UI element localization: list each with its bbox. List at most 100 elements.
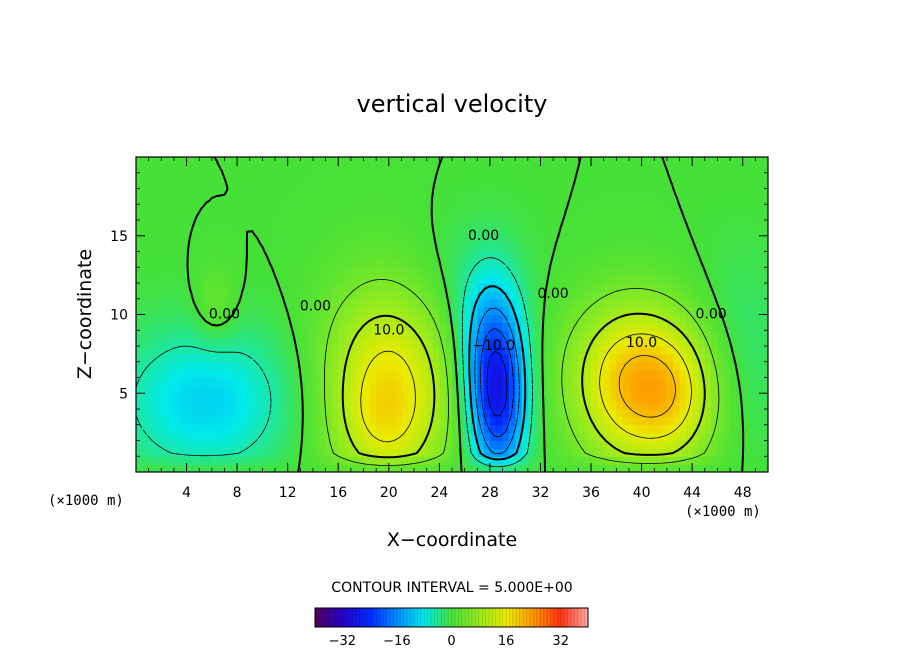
field-cell xyxy=(186,275,194,284)
field-cell xyxy=(312,204,320,213)
field-cell xyxy=(237,314,245,323)
field-cell xyxy=(439,409,447,418)
field-cell xyxy=(483,275,491,284)
field-cell xyxy=(357,322,365,331)
field-cell xyxy=(559,448,567,457)
field-cell xyxy=(723,377,731,386)
field-cell xyxy=(319,314,327,323)
field-cell xyxy=(230,346,238,355)
field-cell xyxy=(363,267,371,276)
field-cell xyxy=(591,464,598,472)
field-cell xyxy=(357,424,365,434)
field-cell xyxy=(496,464,504,472)
field-cell xyxy=(388,220,396,229)
field-cell xyxy=(268,424,276,434)
field-cell xyxy=(749,283,756,292)
field-cell xyxy=(761,361,768,371)
field-cell xyxy=(249,306,257,316)
field-cell xyxy=(395,157,403,166)
field-cell xyxy=(350,385,358,394)
field-cell xyxy=(622,220,630,229)
field-cell xyxy=(717,346,725,355)
field-cell xyxy=(230,267,238,276)
field-cell xyxy=(470,298,478,308)
field-cell xyxy=(433,188,440,197)
field-cell xyxy=(224,275,232,284)
field-cell xyxy=(534,283,542,292)
field-cell xyxy=(414,385,421,394)
field-cell xyxy=(306,157,314,166)
field-cell xyxy=(755,314,763,323)
field-cell xyxy=(357,259,365,268)
field-cell xyxy=(628,377,636,386)
field-cell xyxy=(641,220,649,229)
field-cell xyxy=(559,464,567,472)
field-cell xyxy=(489,361,497,371)
field-cell xyxy=(666,385,674,394)
field-cell xyxy=(685,432,693,442)
field-cell xyxy=(154,188,162,197)
field-cell xyxy=(180,298,188,308)
field-cell xyxy=(439,283,447,292)
field-cell xyxy=(420,164,428,174)
field-cell xyxy=(546,227,554,237)
field-cell xyxy=(470,353,478,363)
field-cell xyxy=(237,212,245,221)
field-cell xyxy=(363,314,371,323)
field-cell xyxy=(369,220,377,229)
field-cell xyxy=(344,306,352,316)
field-cell xyxy=(673,361,681,371)
field-cell xyxy=(426,369,434,379)
field-cell xyxy=(325,448,333,457)
field-cell xyxy=(319,251,327,260)
field-cell xyxy=(553,353,561,363)
field-cell xyxy=(673,338,681,347)
field-cell xyxy=(559,401,567,410)
field-cell xyxy=(180,188,188,197)
field-cell xyxy=(136,322,143,331)
field-cell xyxy=(256,361,263,371)
field-cell xyxy=(647,353,655,363)
field-cell xyxy=(515,346,523,355)
field-cell xyxy=(395,306,403,316)
field-cell xyxy=(584,377,592,386)
field-cell xyxy=(622,314,630,323)
field-cell xyxy=(218,204,226,213)
field-cell xyxy=(300,369,308,379)
field-cell xyxy=(730,346,737,355)
field-cell xyxy=(414,298,421,308)
field-cell xyxy=(565,306,573,316)
field-cell xyxy=(761,235,768,245)
field-cell xyxy=(597,298,605,308)
field-cell xyxy=(319,424,327,434)
field-cell xyxy=(388,385,396,394)
field-cell xyxy=(647,377,655,386)
field-cell xyxy=(673,235,681,245)
field-cell xyxy=(237,259,245,268)
field-cell xyxy=(363,416,371,426)
field-cell xyxy=(641,424,649,434)
field-cell xyxy=(749,353,756,363)
field-cell xyxy=(287,283,295,292)
field-cell xyxy=(736,251,744,260)
field-cell xyxy=(192,298,200,308)
field-cell xyxy=(666,157,674,166)
field-cell xyxy=(445,448,453,457)
field-cell xyxy=(647,204,655,213)
field-cell xyxy=(407,432,415,442)
field-cell xyxy=(452,416,459,426)
field-cell xyxy=(477,409,485,418)
field-cell xyxy=(641,353,649,363)
field-cell xyxy=(350,283,358,292)
field-cell xyxy=(312,377,320,386)
field-cell xyxy=(369,464,377,472)
field-cell xyxy=(243,440,251,449)
field-cell xyxy=(483,416,491,426)
field-cell xyxy=(496,456,504,465)
field-cell xyxy=(433,330,440,339)
field-cell xyxy=(597,290,605,300)
field-cell xyxy=(167,330,175,339)
field-cell xyxy=(489,164,497,174)
field-cell xyxy=(205,314,213,323)
field-cell xyxy=(312,393,320,402)
